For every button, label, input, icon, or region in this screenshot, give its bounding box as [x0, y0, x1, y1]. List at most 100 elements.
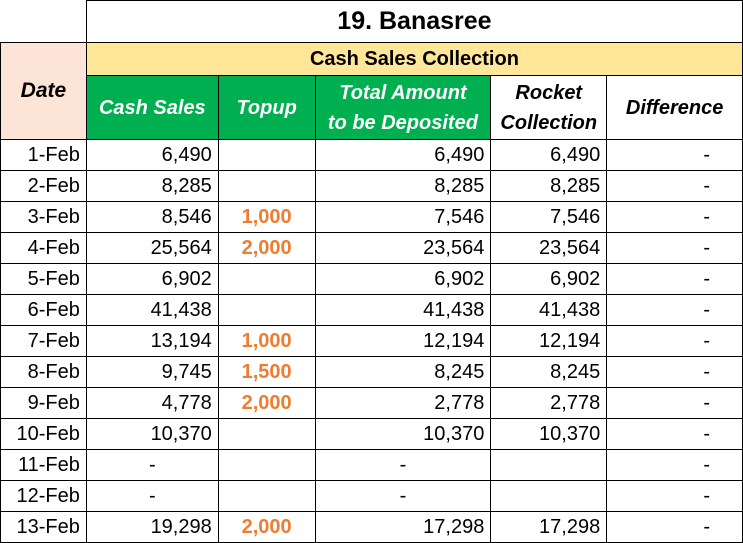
cash-sales-cell: -	[85, 480, 219, 512]
cash-sales-cell: 10,370	[85, 418, 219, 450]
topup-cell	[217, 449, 316, 481]
topup-cell: 1,000	[217, 325, 316, 357]
date-cell: 7-Feb	[0, 325, 87, 357]
rocket-collection-cell: 17,298	[490, 511, 608, 543]
table-row: 9-Feb 4,778 2,000 2,778 2,778-	[0, 387, 743, 419]
total-deposit-header-line2: to be Deposited	[327, 111, 478, 134]
difference-cell: -	[606, 201, 743, 233]
table-row: 12-Feb - - -	[0, 480, 743, 512]
date-cell: 6-Feb	[0, 294, 87, 326]
difference-cell: -	[606, 325, 743, 357]
rocket-collection-cell: 10,370	[490, 418, 608, 450]
table-row: 5-Feb 6,902 6,902 6,902-	[0, 263, 743, 295]
table-row: 6-Feb 41,438 41,438 41,438-	[0, 294, 743, 326]
rocket-collection-cell	[490, 480, 608, 512]
total-deposit-cell: 12,194	[314, 325, 492, 357]
rocket-collection-cell: 8,245	[490, 356, 608, 388]
topup-cell	[217, 170, 316, 202]
cash-sales-cell: 8,546	[85, 201, 219, 233]
rocket-collection-cell	[490, 449, 608, 481]
cash-sales-cell: 6,902	[85, 263, 219, 295]
total-deposit-cell: 6,490	[314, 139, 492, 171]
difference-cell: -	[606, 387, 743, 419]
topup-cell: 1,000	[217, 201, 316, 233]
topup-cell	[217, 139, 316, 171]
cash-sales-cell: 6,490	[85, 139, 219, 171]
table-row: 10-Feb 10,370 10,370 10,370-	[0, 418, 743, 450]
rocket-collection-cell: 12,194	[490, 325, 608, 357]
topup-cell: 1,500	[217, 356, 316, 388]
cash-sales-column-header: Cash Sales	[85, 75, 219, 140]
date-cell: 11-Feb	[0, 449, 87, 481]
rocket-header-line1: Rocket	[515, 81, 583, 104]
topup-cell: 2,000	[217, 232, 316, 264]
total-deposit-cell: 6,902	[314, 263, 492, 295]
rocket-header-line2: Collection	[500, 111, 598, 134]
rocket-collection-cell: 6,490	[490, 139, 608, 171]
table-row: 2-Feb 8,285 8,285 8,285-	[0, 170, 743, 202]
rocket-collection-column-header: Rocket Collection	[490, 75, 608, 140]
topup-cell	[217, 263, 316, 295]
difference-column-header: Difference	[606, 75, 743, 140]
cash-sales-collection-header: Cash Sales Collection	[85, 42, 743, 76]
topup-cell	[217, 418, 316, 450]
topup-cell: 2,000	[217, 511, 316, 543]
date-cell: 9-Feb	[0, 387, 87, 419]
total-deposit-header-line1: Total Amount	[339, 81, 467, 104]
sheet-title: 19. Banasree	[85, 0, 743, 43]
total-deposit-cell: 8,285	[314, 170, 492, 202]
topup-cell	[217, 294, 316, 326]
rocket-collection-cell: 7,546	[490, 201, 608, 233]
difference-cell: -	[606, 294, 743, 326]
cash-sales-cell: 19,298	[85, 511, 219, 543]
cash-sales-cell: -	[85, 449, 219, 481]
rocket-collection-cell: 2,778	[490, 387, 608, 419]
date-cell: 2-Feb	[0, 170, 87, 202]
difference-cell: -	[606, 139, 743, 171]
total-deposit-cell: 17,298	[314, 511, 492, 543]
cash-sales-cell: 9,745	[85, 356, 219, 388]
total-deposit-cell: 8,245	[314, 356, 492, 388]
total-deposit-cell: 2,778	[314, 387, 492, 419]
table-row: 4-Feb 25,564 2,000 23,564 23,564-	[0, 232, 743, 264]
date-cell: 12-Feb	[0, 480, 87, 512]
difference-cell: -	[606, 418, 743, 450]
total-deposit-cell: 7,546	[314, 201, 492, 233]
table-row: 8-Feb 9,745 1,500 8,245 8,245-	[0, 356, 743, 388]
table-row: 11-Feb - - -	[0, 449, 743, 481]
difference-cell: -	[606, 263, 743, 295]
difference-cell: -	[606, 449, 743, 481]
cash-sales-cell: 41,438	[85, 294, 219, 326]
date-cell: 4-Feb	[0, 232, 87, 264]
date-cell: 8-Feb	[0, 356, 87, 388]
topup-column-header: Topup	[217, 75, 316, 140]
cash-sales-cell: 25,564	[85, 232, 219, 264]
date-cell: 3-Feb	[0, 201, 87, 233]
date-column-header: Date	[0, 42, 87, 140]
date-cell: 10-Feb	[0, 418, 87, 450]
rocket-collection-cell: 6,902	[490, 263, 608, 295]
total-deposit-column-header: Total Amount to be Deposited	[314, 75, 492, 140]
rocket-collection-cell: 23,564	[490, 232, 608, 264]
total-deposit-cell: 10,370	[314, 418, 492, 450]
total-deposit-cell: 23,564	[314, 232, 492, 264]
rocket-collection-cell: 8,285	[490, 170, 608, 202]
difference-cell: -	[606, 170, 743, 202]
difference-cell: -	[606, 480, 743, 512]
difference-cell: -	[606, 356, 743, 388]
table-row: 13-Feb 19,298 2,000 17,298 17,298-	[0, 511, 743, 543]
date-cell: 13-Feb	[0, 511, 87, 543]
total-deposit-cell: -	[314, 480, 492, 512]
date-cell: 5-Feb	[0, 263, 87, 295]
difference-cell: -	[606, 232, 743, 264]
table-row: 7-Feb 13,194 1,000 12,194 12,194-	[0, 325, 743, 357]
table-row: 1-Feb 6,490 6,490 6,490-	[0, 139, 743, 171]
rocket-collection-cell: 41,438	[490, 294, 608, 326]
cash-sales-cell: 4,778	[85, 387, 219, 419]
total-deposit-cell: -	[314, 449, 492, 481]
table-row: 3-Feb 8,546 1,000 7,546 7,546-	[0, 201, 743, 233]
difference-cell: -	[606, 511, 743, 543]
corner-cell	[0, 0, 87, 43]
topup-cell: 2,000	[217, 387, 316, 419]
